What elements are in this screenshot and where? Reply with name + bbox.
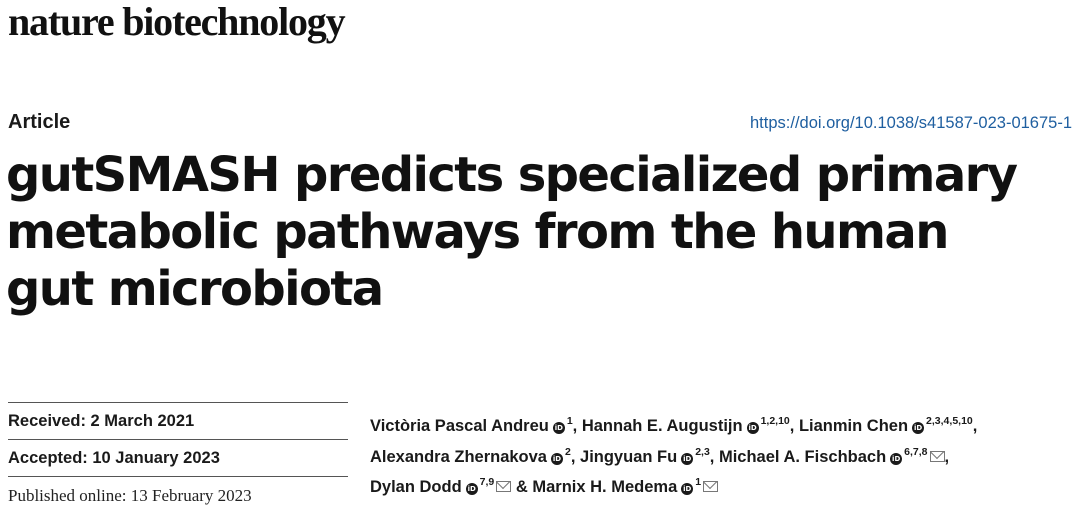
accepted-date: Accepted: 10 January 2023	[8, 439, 348, 476]
orcid-icon[interactable]: iD	[746, 422, 759, 434]
orcid-icon[interactable]: iD	[465, 483, 478, 495]
title-line: gut microbiota	[6, 261, 384, 317]
author-name[interactable]: Hannah E. Augustijn	[581, 417, 743, 435]
email-icon[interactable]	[703, 481, 719, 492]
email-icon[interactable]	[496, 481, 512, 492]
affiliation-numbers: 2,3	[695, 445, 710, 458]
article-type-label: Article	[8, 111, 71, 133]
author-entry: Marnix H. Medema iD1	[532, 476, 719, 496]
author-separator: ,	[789, 417, 799, 435]
author-entry: Jingyuan Fu iD2,3	[580, 445, 710, 466]
affiliation-numbers: 7,9	[479, 476, 495, 488]
author-name[interactable]: Michael A. Fischbach	[718, 447, 887, 466]
received-date: Received: 2 March 2021	[8, 402, 348, 439]
orcid-icon[interactable]: iD	[681, 483, 694, 495]
author-name[interactable]: Victòria Pascal Andreu	[370, 417, 549, 435]
author-entry: Dylan Dodd iD7,9	[370, 476, 512, 496]
author-list: Victòria Pascal Andreu iD1, Hannah E. Aug…	[370, 409, 1070, 501]
orcid-icon[interactable]: iD	[681, 452, 694, 465]
author-entry: Hannah E. Augustijn iD1,2,10	[581, 415, 790, 435]
author-entry: Michael A. Fischbach iD6,7,8	[718, 445, 945, 466]
orcid-icon[interactable]: iD	[890, 452, 903, 465]
author-separator: ,	[570, 447, 581, 466]
author-separator: ,	[709, 447, 719, 466]
article-title: gutSMASH predicts specialized primary me…	[6, 147, 1066, 318]
article-dates: Received: 2 March 2021 Accepted: 10 Janu…	[8, 402, 348, 514]
doi-link[interactable]: https://doi.org/10.1038/s41587-023-01675…	[750, 114, 1072, 132]
author-name[interactable]: Alexandra Zhernakova	[370, 447, 547, 466]
author-separator: ,	[572, 417, 582, 435]
author-separator: &	[511, 478, 533, 496]
orcid-icon[interactable]: iD	[551, 452, 563, 465]
author-separator: ,	[972, 417, 978, 435]
email-icon[interactable]	[929, 450, 945, 462]
journal-name: nature biotechnology	[8, 0, 346, 44]
title-line: metabolic pathways from the human	[6, 204, 949, 260]
author-name[interactable]: Marnix H. Medema	[532, 478, 678, 496]
affiliation-numbers: 2,3,4,5,10	[926, 415, 973, 427]
affiliation-numbers: 1	[695, 476, 702, 488]
author-name[interactable]: Lianmin Chen	[798, 417, 909, 435]
orcid-icon[interactable]: iD	[552, 422, 565, 434]
author-name[interactable]: Jingyuan Fu	[580, 447, 678, 466]
affiliation-numbers: 6,7,8	[904, 445, 928, 458]
affiliation-numbers: 1	[566, 415, 573, 427]
author-entry: Alexandra Zhernakova iD2	[370, 445, 571, 466]
affiliation-numbers: 1,2,10	[760, 415, 790, 427]
author-separator: ,	[944, 447, 950, 466]
published-date: Published online: 13 February 2023	[8, 476, 348, 514]
title-line: gutSMASH predicts specialized primary	[6, 147, 1018, 203]
author-name[interactable]: Dylan Dodd	[370, 478, 462, 496]
author-entry: Victòria Pascal Andreu iD1	[370, 415, 573, 435]
affiliation-numbers: 2	[565, 445, 571, 458]
orcid-icon[interactable]: iD	[912, 422, 925, 434]
author-entry: Lianmin Chen iD2,3,4,5,10	[798, 415, 973, 435]
